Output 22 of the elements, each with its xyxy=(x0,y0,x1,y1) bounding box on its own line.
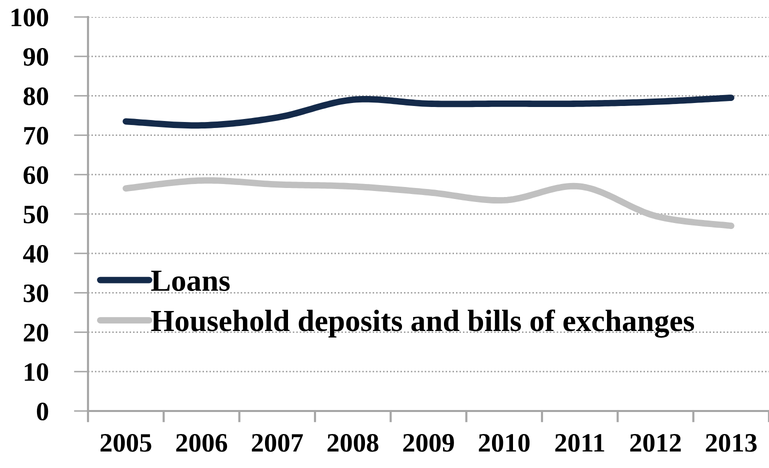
x-tick-label: 2011 xyxy=(555,434,604,452)
legend-label: Household deposits and bills of exchanges xyxy=(151,309,694,338)
x-tick-label: 2006 xyxy=(176,434,228,452)
y-tick-label: 0 xyxy=(36,402,48,420)
y-tick-label: 100 xyxy=(12,8,48,26)
y-tick-label: 90 xyxy=(23,48,48,66)
y-tick-label: 60 xyxy=(24,166,48,184)
legend-label: Loans xyxy=(151,270,230,292)
x-tick-label: 2009 xyxy=(403,434,454,452)
y-tick-label: 80 xyxy=(24,87,48,106)
x-tick-label: 2007 xyxy=(252,434,303,452)
x-tick-label: 2013 xyxy=(706,434,757,452)
x-tick-label: 2008 xyxy=(328,434,378,452)
y-tick-label: 50 xyxy=(24,206,48,224)
x-tick-label: 2005 xyxy=(100,434,152,452)
x-tick-label: 2012 xyxy=(630,434,681,452)
y-tick-label: 40 xyxy=(23,245,48,263)
y-tick-label: 30 xyxy=(24,284,48,302)
y-tick-label: 10 xyxy=(24,363,48,382)
x-tick-label: 2010 xyxy=(478,434,530,452)
y-tick-label: 20 xyxy=(24,324,48,342)
y-tick-label: 70 xyxy=(24,126,48,145)
